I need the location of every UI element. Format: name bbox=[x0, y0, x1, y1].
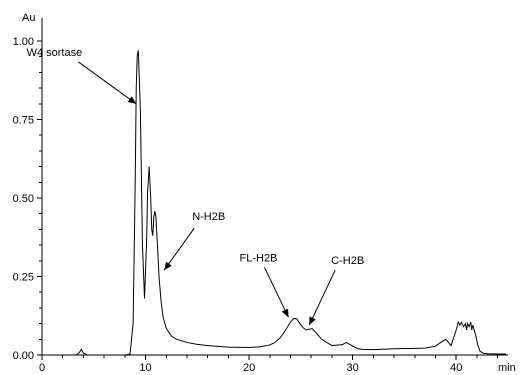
annotation-label: W4 sortase bbox=[27, 47, 83, 59]
axes-group: Au min bbox=[22, 12, 516, 374]
annotations-group: W4 sortase N-H2B FL-H2B C-H2B bbox=[27, 47, 364, 326]
ticks-group: 0.00 0.25 0.50 0.75 1.00 0 10 20 30 40 bbox=[13, 36, 499, 374]
x-tick-label: 0 bbox=[39, 362, 45, 374]
annotation-arrow bbox=[77, 61, 137, 105]
x-tick-label: 30 bbox=[347, 362, 359, 374]
chromatogram-trace bbox=[42, 50, 506, 356]
y-axis-unit-label: Au bbox=[22, 12, 35, 24]
y-tick-label: 0.50 bbox=[13, 193, 34, 205]
annotation-arrow bbox=[264, 267, 289, 318]
y-tick-label: 1.00 bbox=[13, 36, 34, 48]
annotation-arrowhead bbox=[127, 96, 137, 104]
x-tick-label: 20 bbox=[243, 362, 255, 374]
y-tick-label: 0.00 bbox=[13, 350, 34, 362]
annotation-arrow bbox=[163, 227, 195, 271]
annotation-arrow bbox=[308, 269, 336, 326]
x-axis-unit-label: min bbox=[498, 362, 516, 374]
x-tick-label: 10 bbox=[139, 362, 151, 374]
annotation-arrowhead bbox=[309, 316, 316, 326]
annotation-arrowhead bbox=[164, 261, 172, 271]
annotation-arrowhead bbox=[281, 308, 289, 318]
annotation-label: C-H2B bbox=[331, 255, 364, 267]
y-tick-label: 0.25 bbox=[13, 272, 34, 284]
annotation-label: FL-H2B bbox=[240, 252, 278, 264]
y-tick-label: 0.75 bbox=[13, 115, 34, 127]
trace-group bbox=[42, 50, 506, 356]
annotation-label: N-H2B bbox=[192, 211, 225, 223]
x-tick-label: 40 bbox=[450, 362, 462, 374]
